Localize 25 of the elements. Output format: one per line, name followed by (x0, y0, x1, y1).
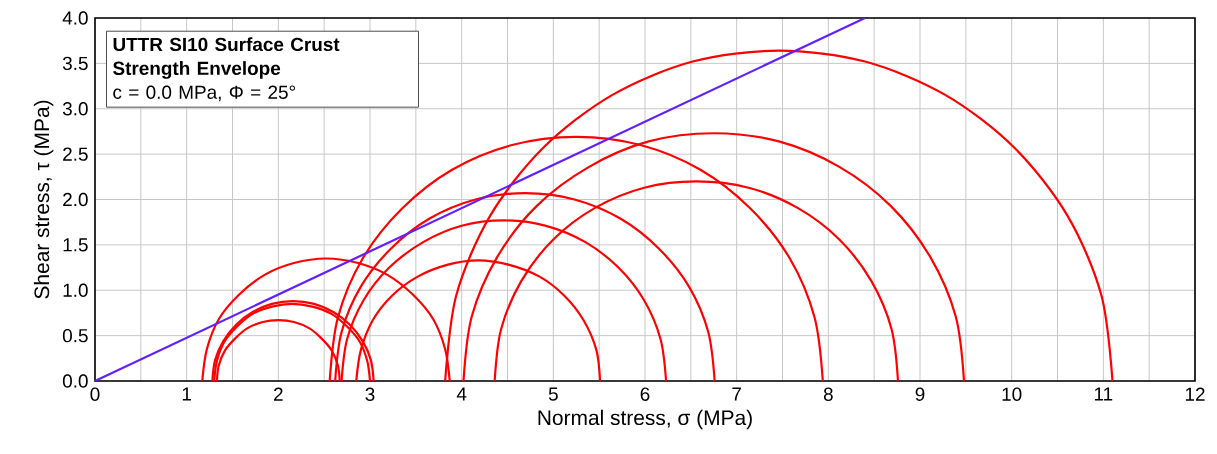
x-tick-label: 3 (365, 387, 375, 401)
y-tick-label: 0.5 (62, 328, 88, 343)
y-axis-title: Shear stress, τ (MPa) (33, 100, 54, 299)
x-tick-label: 4 (456, 387, 467, 401)
y-tick-label: 3.0 (62, 102, 88, 116)
y-tick-label: 3.5 (62, 56, 88, 71)
x-tick-label: 2 (274, 387, 283, 401)
x-axis-title: Normal stress, σ (MPa) (538, 409, 752, 430)
y-tick-label: 1.5 (63, 238, 88, 252)
x-tick-label: 9 (915, 387, 925, 401)
y-tick-label: 2.0 (63, 192, 88, 207)
x-tick-label: 11 (1094, 387, 1113, 401)
annotation: c = 0.0 MPa, Φ = 25° (113, 85, 295, 102)
y-tick-label: 1.0 (63, 283, 88, 297)
x-tick-label: 10 (1002, 387, 1022, 401)
x-tick-label: 1 (182, 387, 191, 401)
y-tick-label: 2.5 (63, 147, 88, 161)
y-tick-label: 4.0 (62, 11, 88, 25)
x-tick-label: 6 (640, 387, 650, 401)
x-tick-label: 8 (823, 387, 833, 401)
y-tick-label: 0.0 (62, 374, 88, 388)
x-tick-label: 7 (732, 387, 741, 401)
x-tick-label: 12 (1185, 387, 1205, 401)
x-tick-label: 5 (548, 387, 558, 401)
x-tick-label: 0 (90, 387, 100, 401)
